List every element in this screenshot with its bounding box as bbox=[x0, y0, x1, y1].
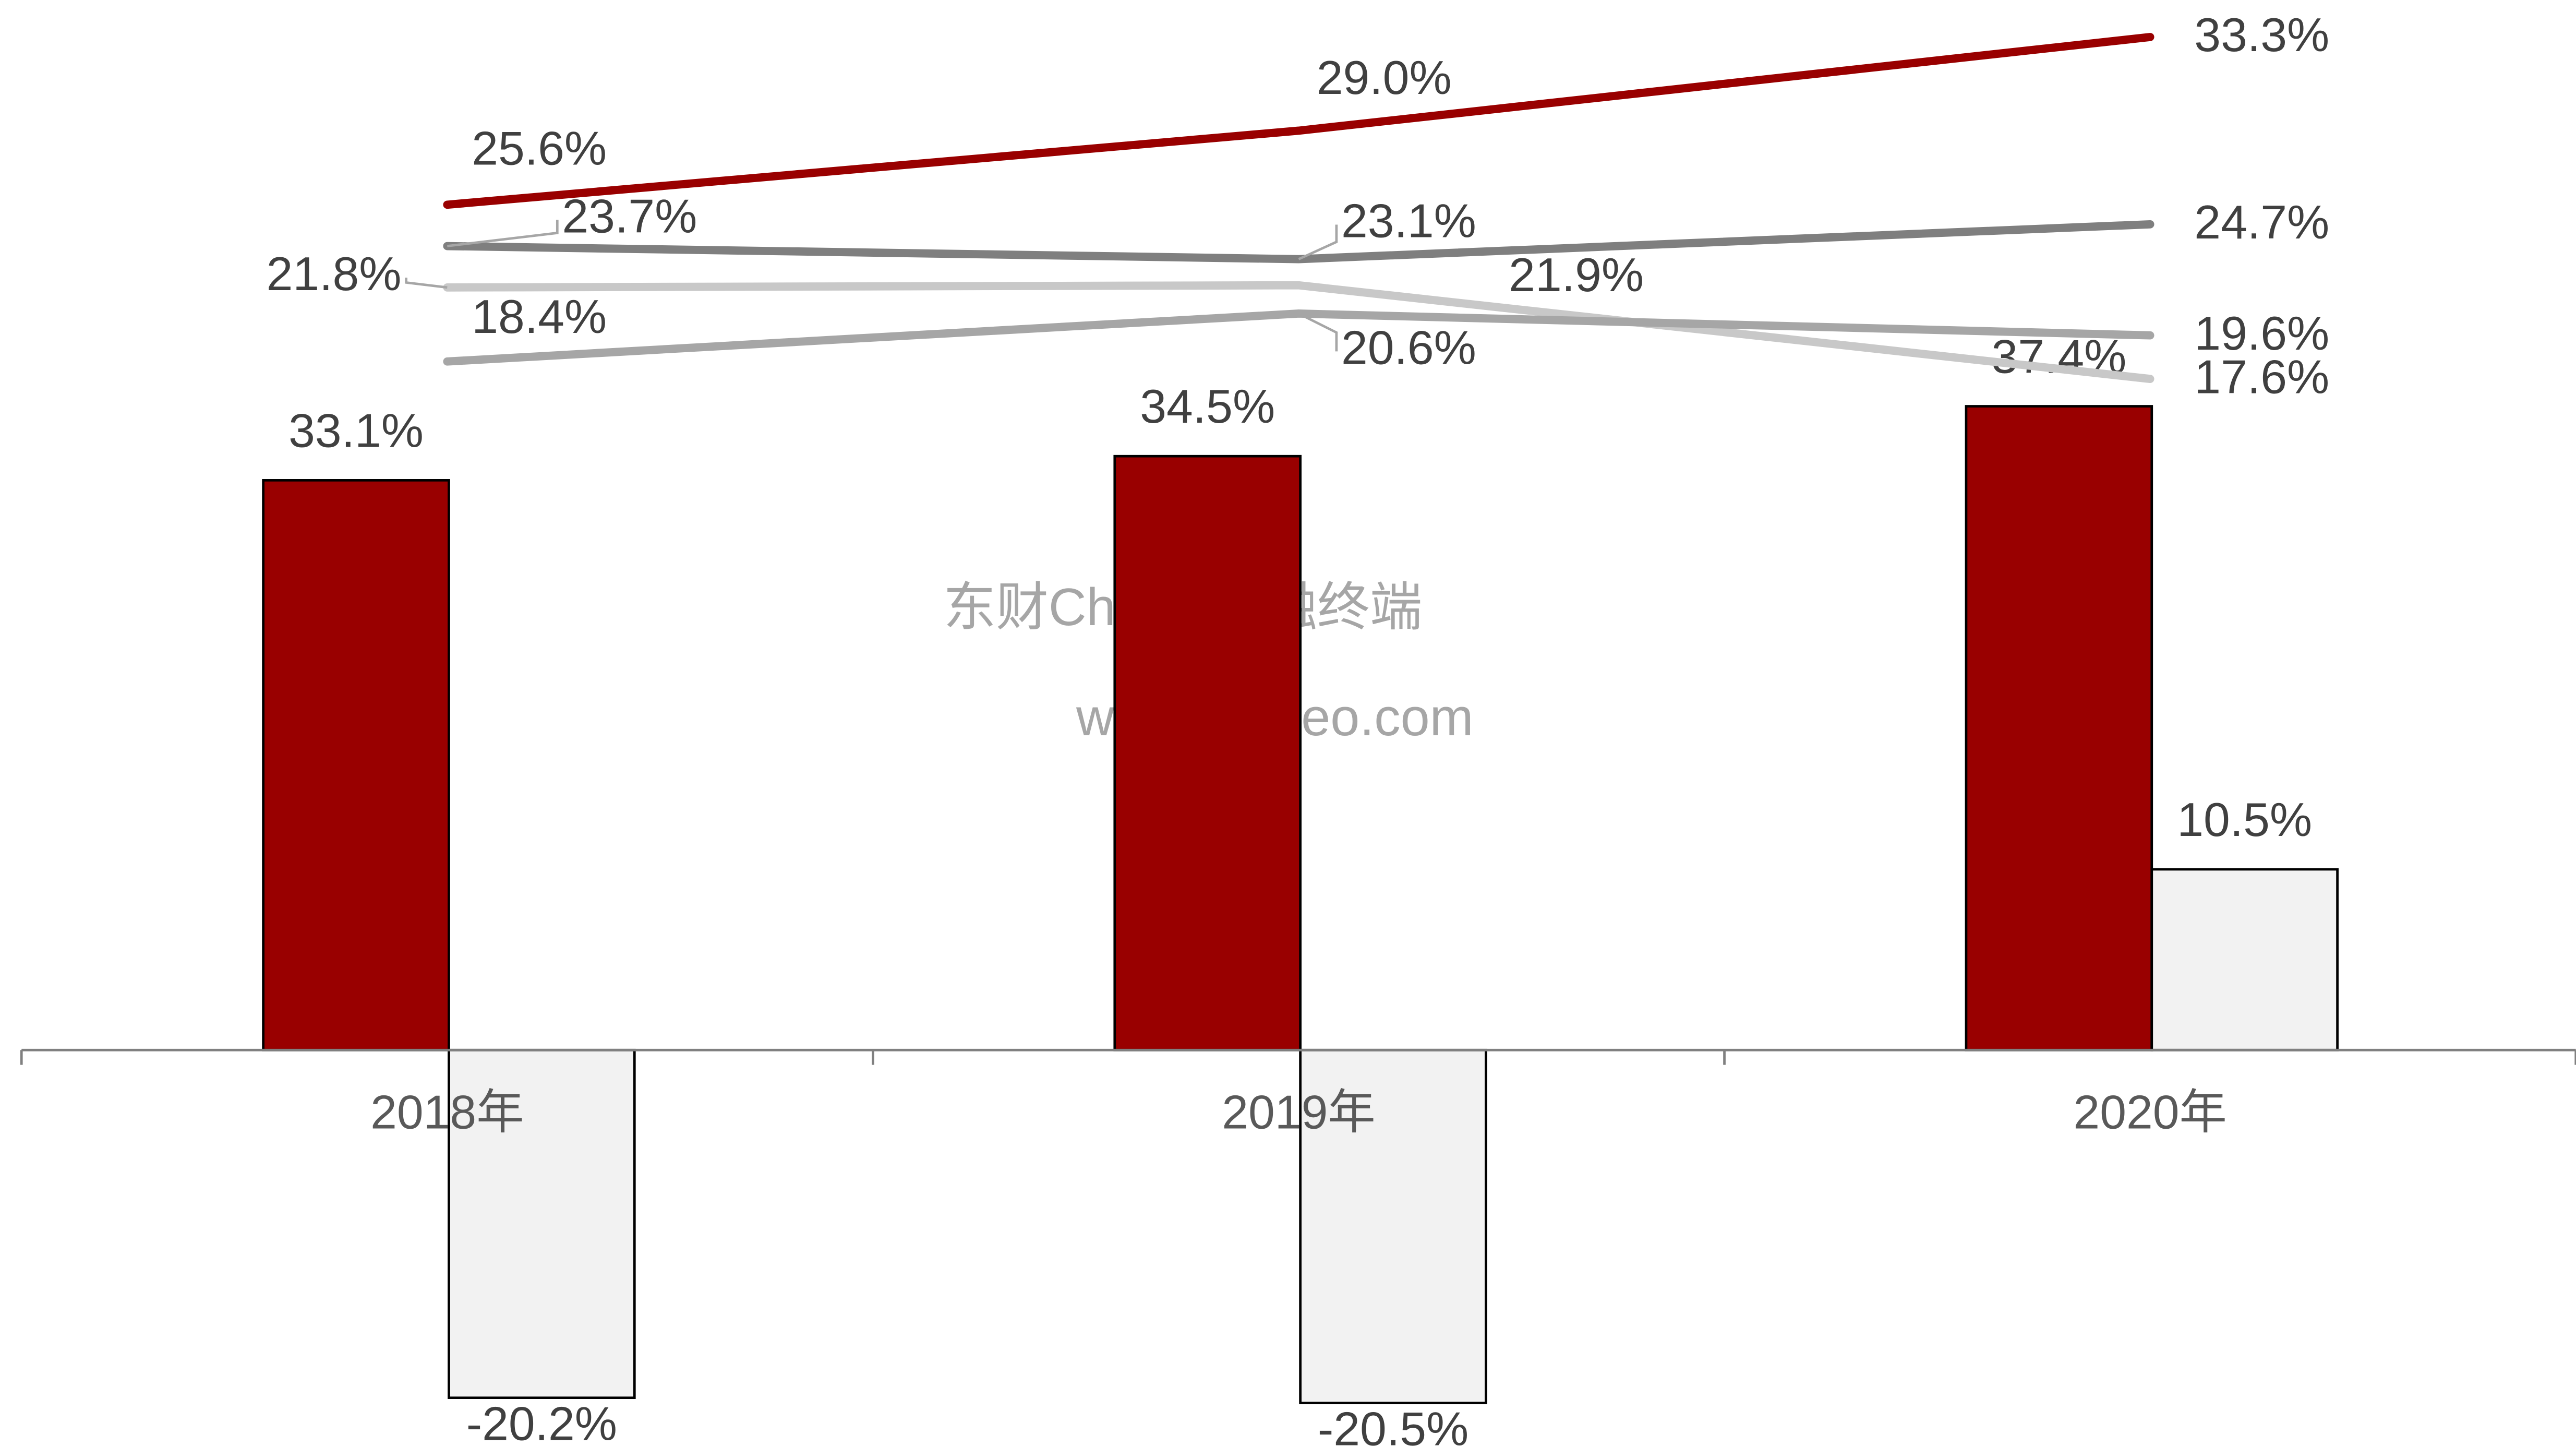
bar bbox=[262, 479, 450, 1051]
line bbox=[443, 33, 2154, 209]
bar bbox=[1113, 455, 1302, 1051]
data-label: 23.1% bbox=[1341, 195, 1476, 248]
data-label: 33.1% bbox=[288, 404, 424, 457]
data-label: 10.5% bbox=[2177, 793, 2312, 846]
data-label: 33.3% bbox=[2194, 8, 2329, 62]
bar bbox=[1299, 1048, 1487, 1404]
data-label: 19.6% bbox=[2194, 307, 2329, 360]
data-label: 25.6% bbox=[472, 122, 607, 175]
data-label: 18.4% bbox=[472, 290, 607, 343]
data-label: 34.5% bbox=[1140, 380, 1275, 433]
leader-line bbox=[1298, 224, 1338, 260]
line bbox=[443, 220, 2154, 264]
data-label: 23.7% bbox=[562, 189, 697, 243]
data-label: -20.2% bbox=[466, 1397, 617, 1446]
x-tick-label: 2020年 bbox=[2073, 1085, 2226, 1139]
x-tick-label: 2018年 bbox=[370, 1085, 524, 1139]
leader-line bbox=[405, 277, 448, 289]
bar bbox=[448, 1048, 636, 1399]
data-label: -20.5% bbox=[1318, 1402, 1468, 1446]
data-label: 29.0% bbox=[1317, 51, 1452, 104]
leader-line bbox=[1298, 312, 1338, 352]
data-label: 24.7% bbox=[2194, 196, 2329, 249]
data-label: 21.8% bbox=[267, 247, 402, 301]
data-label: 21.9% bbox=[1509, 248, 1644, 302]
leader-line bbox=[447, 220, 559, 247]
x-tick-label: 2019年 bbox=[1222, 1085, 1375, 1139]
bar bbox=[2150, 868, 2339, 1051]
data-label: 17.6% bbox=[2194, 350, 2329, 403]
data-label: 20.6% bbox=[1341, 321, 1476, 374]
bar bbox=[1965, 405, 2153, 1051]
line bbox=[443, 281, 2154, 384]
